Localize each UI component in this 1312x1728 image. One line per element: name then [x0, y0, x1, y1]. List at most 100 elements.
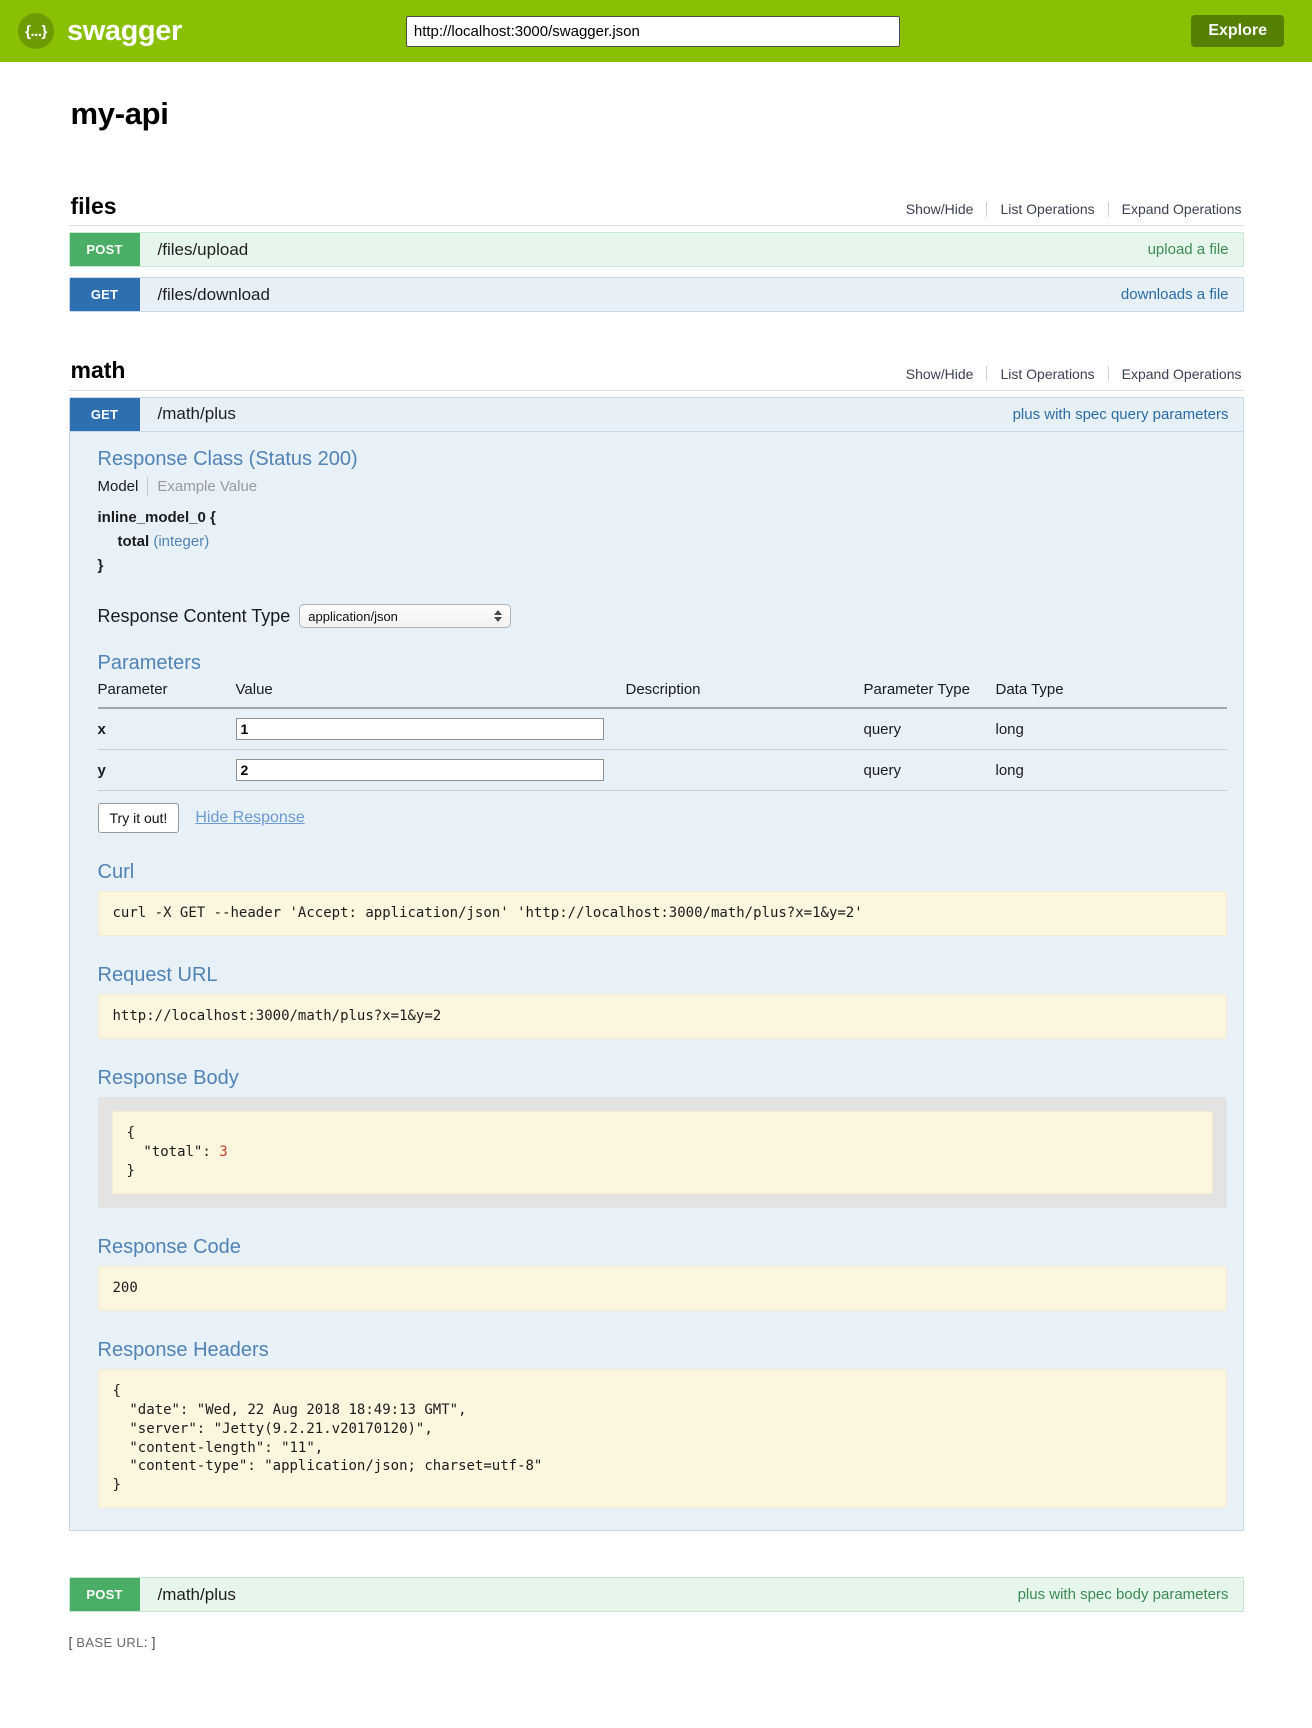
tab-model[interactable]: Model	[97, 477, 139, 495]
operation-summary: plus with spec query parameters	[1012, 405, 1229, 423]
model-open-brace: inline_model_0 {	[97, 508, 216, 526]
method-badge-get: GET	[69, 278, 140, 312]
curl-title: Curl	[97, 861, 135, 884]
operation-post-math-plus[interactable]: POST /math/plus plus with spec body para…	[68, 1577, 1244, 1613]
table-row: x query long	[97, 708, 1227, 751]
list-operations-link-files[interactable]: List Operations	[1000, 201, 1095, 218]
response-content-type-value: application/json	[308, 608, 398, 624]
spec-url-input[interactable]	[405, 15, 900, 47]
expand-operations-link-files[interactable]: Expand Operations	[1121, 201, 1242, 218]
operation-get-files-download[interactable]: GET /files/download downloads a file	[68, 277, 1244, 313]
response-code-title: Response Code	[97, 1235, 241, 1258]
resource-header-files: files Show/Hide List Operations Expand O…	[68, 193, 1244, 227]
operation-path: /files/download	[157, 284, 270, 304]
param-input-y[interactable]	[235, 759, 604, 782]
topbar: {...} swagger Explore	[0, 0, 1312, 62]
response-content-type-label: Response Content Type	[97, 605, 291, 626]
hide-response-link[interactable]: Hide Response	[195, 809, 305, 827]
param-type: query	[863, 749, 996, 792]
operation-summary: plus with spec body parameters	[1017, 1586, 1229, 1604]
operation-path: /math/plus	[157, 1584, 236, 1604]
operation-header[interactable]: POST /math/plus plus with spec body para…	[68, 1577, 1244, 1613]
operation-actions: Try it out! Hide Response	[97, 803, 1227, 834]
param-type: query	[863, 708, 996, 751]
param-value-cell	[235, 749, 626, 792]
operation-summary: upload a file	[1147, 241, 1229, 259]
json-value-total: 3	[219, 1144, 228, 1161]
resource-links-files: Show/Hide List Operations Expand Operati…	[893, 201, 1242, 219]
col-description: Description	[625, 681, 864, 710]
model-close-brace: }	[97, 557, 104, 575]
response-body-title: Response Body	[97, 1067, 239, 1090]
section-gap	[69, 322, 1244, 358]
response-code-value: 200	[97, 1265, 1227, 1311]
operation-summary: downloads a file	[1120, 286, 1229, 304]
footer-bracket-close: ]	[151, 1634, 156, 1651]
link-divider	[986, 201, 988, 217]
param-data-type: long	[995, 708, 1227, 751]
operation-header[interactable]: POST /files/upload upload a file	[68, 232, 1244, 268]
response-content-type-row: Response Content Type application/json	[97, 604, 1227, 629]
tab-example-value[interactable]: Example Value	[157, 477, 258, 495]
operation-details: Response Class (Status 200) Model Exampl…	[68, 431, 1244, 1532]
method-badge-get: GET	[69, 397, 140, 431]
response-headers-json: { "date": "Wed, 22 Aug 2018 18:49:13 GMT…	[97, 1368, 1227, 1509]
col-data-type: Data Type	[995, 681, 1227, 710]
topbar-actions: Explore	[1191, 15, 1284, 47]
param-name: y	[97, 749, 236, 792]
request-url-title: Request URL	[97, 964, 218, 987]
operation-header[interactable]: GET /math/plus plus with spec query para…	[68, 396, 1244, 432]
param-name: x	[97, 708, 236, 751]
tab-divider	[147, 476, 149, 496]
operation-header[interactable]: GET /files/download downloads a file	[68, 277, 1244, 313]
explore-button[interactable]: Explore	[1191, 15, 1284, 47]
model-signature: inline_model_0 { total (integer) }	[98, 506, 1227, 579]
parameters-table: Parameter Value Description Parameter Ty…	[97, 681, 1227, 792]
resource-name-math: math	[70, 357, 126, 384]
table-row: y query long	[97, 749, 1227, 792]
swagger-logo[interactable]: {...} swagger	[18, 13, 182, 49]
operation-path: /files/upload	[157, 239, 249, 259]
param-value-cell	[235, 708, 626, 751]
footer: [ BASE URL: ]	[69, 1634, 1244, 1672]
method-badge-post: POST	[69, 1578, 140, 1612]
param-input-x[interactable]	[235, 718, 604, 741]
model-property-type: (integer)	[153, 532, 210, 550]
expand-operations-link-math[interactable]: Expand Operations	[1121, 365, 1242, 382]
list-operations-link-math[interactable]: List Operations	[1000, 365, 1095, 382]
response-body-json: { "total": 3 }	[111, 1111, 1213, 1194]
page-title: my-api	[70, 96, 169, 131]
response-headers-title: Response Headers	[97, 1338, 269, 1361]
request-url-value: http://localhost:3000/math/plus?x=1&y=2	[97, 994, 1227, 1040]
link-divider	[986, 366, 988, 382]
col-parameter-type: Parameter Type	[863, 681, 996, 710]
link-divider	[1107, 201, 1109, 217]
json-open-brace: {	[126, 1125, 135, 1142]
curl-command: curl -X GET --header 'Accept: applicatio…	[97, 891, 1227, 937]
model-property-row: total (integer)	[98, 530, 1227, 554]
show-hide-link-files[interactable]: Show/Hide	[905, 201, 974, 218]
resource-links-math: Show/Hide List Operations Expand Operati…	[893, 366, 1242, 384]
operation-get-math-plus[interactable]: GET /math/plus plus with spec query para…	[68, 396, 1244, 1532]
parameters-title: Parameters	[97, 652, 201, 675]
braces-icon: {...}	[18, 13, 54, 49]
json-key-total: "total":	[126, 1144, 220, 1161]
model-property-name: total	[117, 532, 150, 550]
footer-bracket-open: [	[68, 1634, 77, 1651]
col-value: Value	[235, 681, 626, 710]
base-url-label: BASE URL	[76, 1635, 144, 1651]
table-header-row: Parameter Value Description Parameter Ty…	[97, 681, 1227, 710]
model-tabs: Model Example Value	[97, 476, 1227, 496]
chevron-updown-icon	[494, 610, 503, 623]
param-description	[625, 749, 864, 792]
show-hide-link-math[interactable]: Show/Hide	[905, 365, 974, 382]
method-badge-post: POST	[69, 233, 140, 267]
page-content: my-api files Show/Hide List Operations E…	[68, 62, 1244, 1613]
response-class-title: Response Class (Status 200)	[97, 447, 358, 470]
logo-text: swagger	[67, 14, 182, 47]
param-data-type: long	[995, 749, 1227, 792]
response-content-type-select[interactable]: application/json	[299, 604, 512, 629]
try-it-out-button[interactable]: Try it out!	[97, 803, 180, 834]
operation-post-files-upload[interactable]: POST /files/upload upload a file	[68, 232, 1244, 268]
col-parameter: Parameter	[97, 681, 236, 710]
